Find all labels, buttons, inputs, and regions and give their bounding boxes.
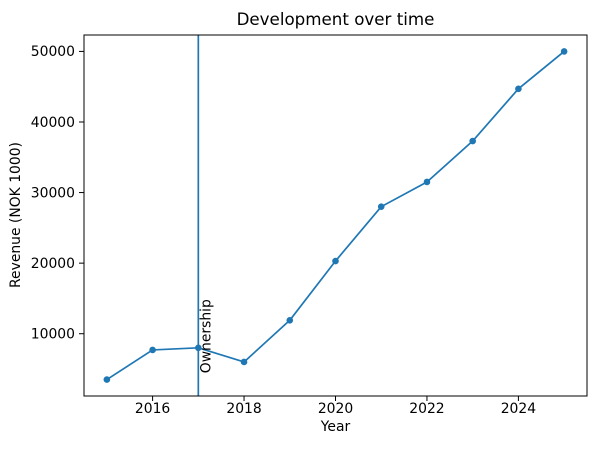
axes-spines — [83, 34, 588, 397]
data-point-2015 — [103, 376, 111, 383]
y-tick-label-30000: 30000 — [31, 185, 75, 201]
x-tick-label-2022: 2022 — [409, 401, 444, 417]
x-axis-label: Year — [320, 419, 351, 435]
data-point-2016 — [149, 346, 156, 354]
y-axis-label: Revenue (NOK 1000) — [8, 142, 24, 288]
ownership-label: Ownership — [198, 299, 214, 373]
data-point-2021 — [377, 203, 385, 210]
x-tick-label-2024: 2024 — [501, 401, 537, 417]
y-tick-label-50000: 50000 — [31, 44, 75, 60]
data-point-2020 — [332, 257, 339, 265]
x-tick-label-2020: 2020 — [318, 401, 353, 417]
x-tick-label-2018: 2018 — [226, 401, 261, 417]
x-tick-label-2016: 2016 — [135, 401, 170, 417]
data-point-2022 — [423, 178, 431, 186]
data-point-2019 — [286, 317, 294, 324]
y-tick-label-10000: 10000 — [31, 327, 75, 343]
chart-title: Development over time — [236, 9, 435, 29]
data-point-2018 — [240, 358, 248, 366]
data-point-2025 — [560, 48, 568, 55]
y-tick-label-20000: 20000 — [31, 256, 75, 272]
data-point-2024 — [515, 85, 522, 93]
y-tick-label-40000: 40000 — [31, 115, 75, 131]
data-point-2023 — [469, 137, 476, 145]
data-point-2017 — [195, 344, 202, 352]
series-line-0 — [106, 50, 565, 381]
